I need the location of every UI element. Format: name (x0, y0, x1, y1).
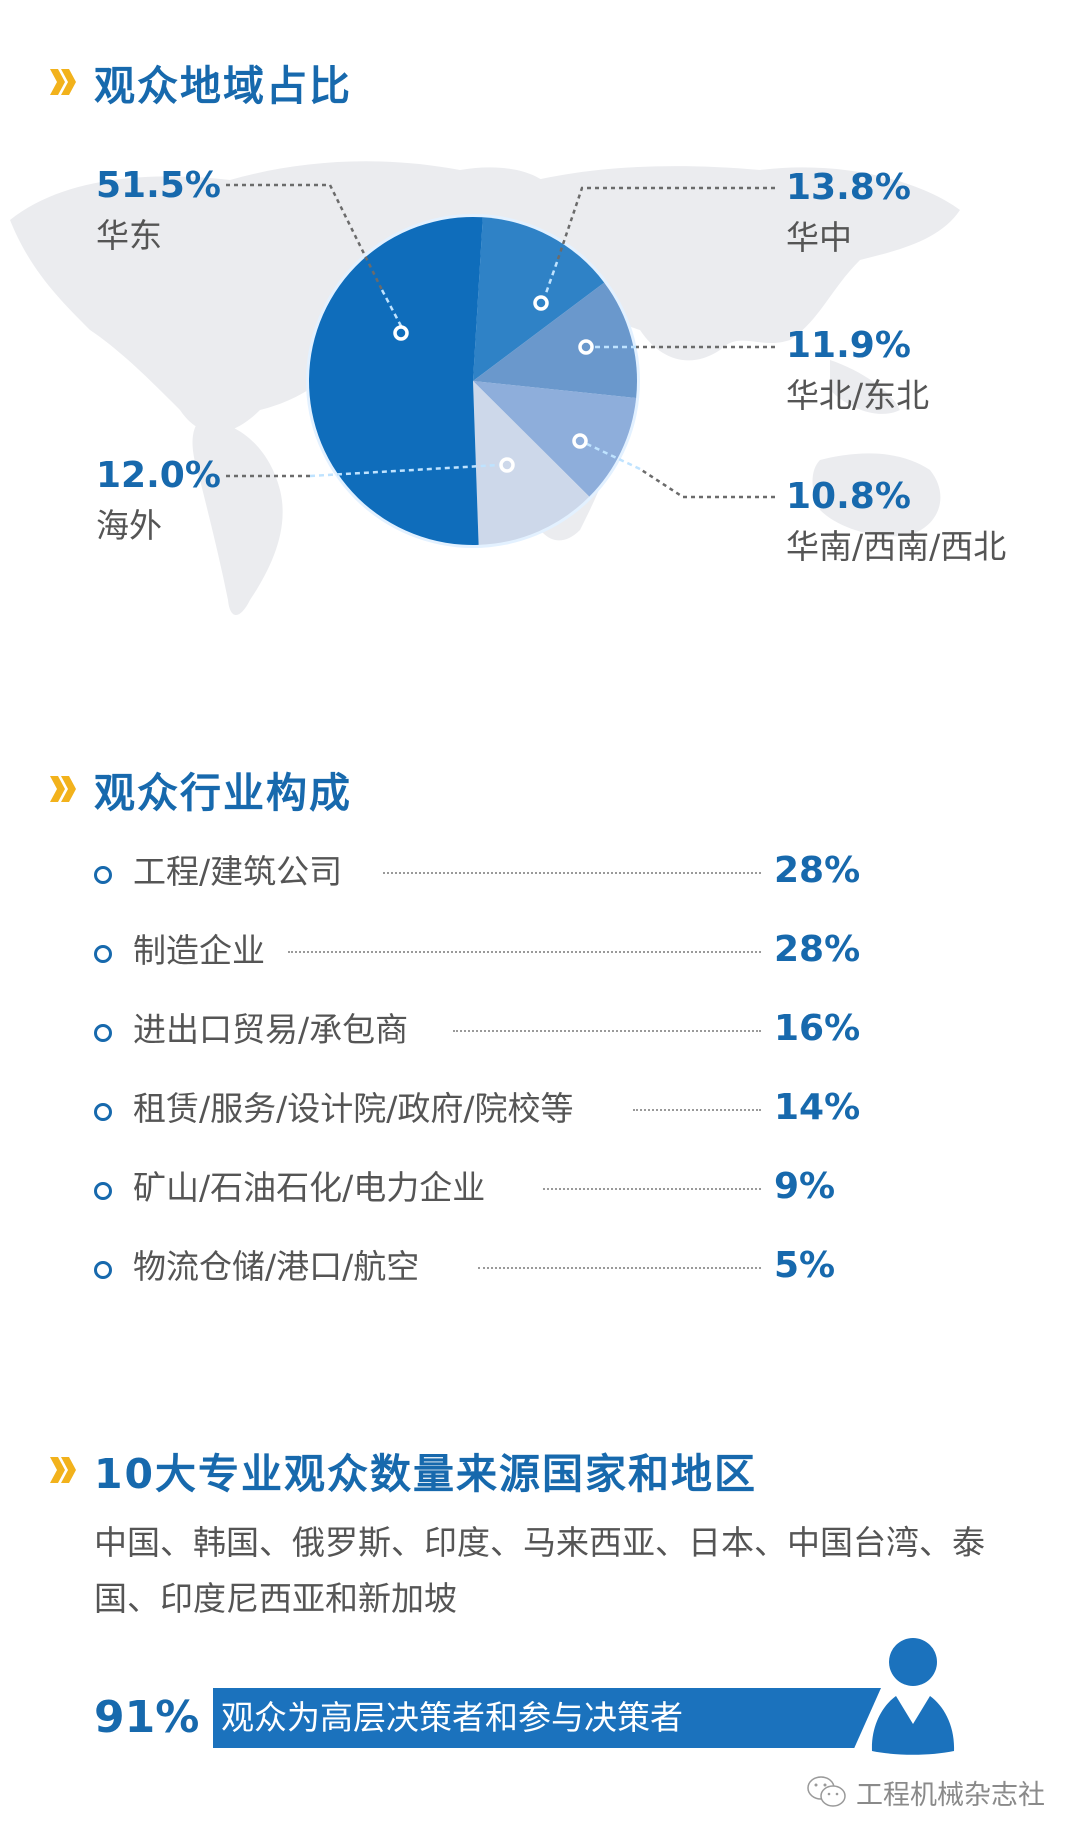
circle-bullet-icon (94, 1024, 112, 1042)
dotted-leader (288, 951, 761, 953)
dotted-leader (543, 1188, 761, 1190)
double-chevron-icon (50, 776, 76, 802)
pie-label-name-huazhong: 华中 (786, 218, 852, 257)
pie-label-pct-huanan: 10.8% (786, 476, 911, 517)
watermark: 工程机械杂志社 (806, 1770, 1045, 1814)
pie-slice (473, 282, 637, 399)
pie-label-pct-huabei: 11.9% (786, 325, 911, 366)
pie-label-name-huabei: 华北/东北 (786, 376, 930, 415)
pie-slice (308, 216, 483, 545)
pie-label-pct-huazhong: 13.8% (786, 167, 911, 208)
industry-label: 矿山/石油石化/电力企业 (133, 1168, 486, 1207)
pie-slice (473, 381, 590, 545)
countries-list: 中国、韩国、俄罗斯、印度、马来西亚、日本、中国台湾、泰国、印度尼西亚和新加坡 (94, 1523, 985, 1618)
industry-value: 16% (774, 1008, 861, 1049)
industry-value: 28% (774, 850, 861, 891)
wechat-icon (807, 1776, 846, 1807)
industry-row: 进出口贸易/承包商 16% (88, 1008, 888, 1054)
industry-row: 物流仓储/港口/航空 5% (88, 1245, 888, 1291)
pie-label-name-overseas: 海外 (96, 506, 162, 545)
industry-label: 进出口贸易/承包商 (133, 1010, 409, 1049)
pie-slice (473, 381, 637, 497)
industry-value: 14% (774, 1087, 861, 1128)
double-chevron-icon (50, 69, 76, 95)
pie-slices (306, 214, 640, 548)
industry-section-title: 观众行业构成 (48, 765, 352, 817)
circle-bullet-icon (94, 1261, 112, 1279)
pie-label-pct-huadong: 51.5% (96, 165, 221, 206)
dotted-leader (478, 1267, 761, 1269)
industry-row: 工程/建筑公司 28% (88, 850, 888, 896)
pie-label-name-huadong: 华东 (96, 216, 162, 255)
circle-bullet-icon (94, 1182, 112, 1200)
dotted-leader (383, 872, 761, 874)
industry-value: 5% (774, 1245, 836, 1286)
region-pie-chart (226, 183, 775, 548)
circle-bullet-icon (94, 1103, 112, 1121)
dotted-leader (453, 1030, 761, 1032)
leader-lines (226, 183, 775, 499)
industry-value: 28% (774, 929, 861, 970)
circle-bullet-icon (94, 866, 112, 884)
industry-row: 矿山/石油石化/电力企业 9% (88, 1166, 888, 1212)
industry-label: 租赁/服务/设计院/政府/院校等 (133, 1089, 574, 1128)
double-chevron-icon (50, 1457, 76, 1483)
dotted-leader (633, 1109, 761, 1111)
industry-row: 租赁/服务/设计院/政府/院校等 14% (88, 1087, 888, 1133)
pie-label-pct-overseas: 12.0% (96, 455, 221, 496)
industry-label: 工程/建筑公司 (133, 852, 343, 891)
industry-label: 物流仓储/港口/航空 (133, 1247, 420, 1286)
circle-bullet-icon (94, 945, 112, 963)
industry-value: 9% (774, 1166, 836, 1207)
industry-row: 制造企业 28% (88, 929, 888, 975)
decision-maker-bar: 观众为高层决策者和参与决策者 (213, 1688, 881, 1748)
decision-maker-text: 观众为高层决策者和参与决策者 (221, 1698, 683, 1737)
leader-lines-inner (309, 261, 641, 478)
decision-maker-percent: 91% (94, 1692, 200, 1743)
person-icon (867, 1635, 959, 1755)
region-section-title: 观众地域占比 (48, 58, 352, 110)
countries-section-title: 10大专业观众数量来源国家和地区 (48, 1446, 757, 1498)
pie-label-name-huanan: 华南/西南/西北 (786, 527, 1007, 566)
slice-markers (393, 295, 594, 473)
industry-label: 制造企业 (133, 931, 265, 970)
